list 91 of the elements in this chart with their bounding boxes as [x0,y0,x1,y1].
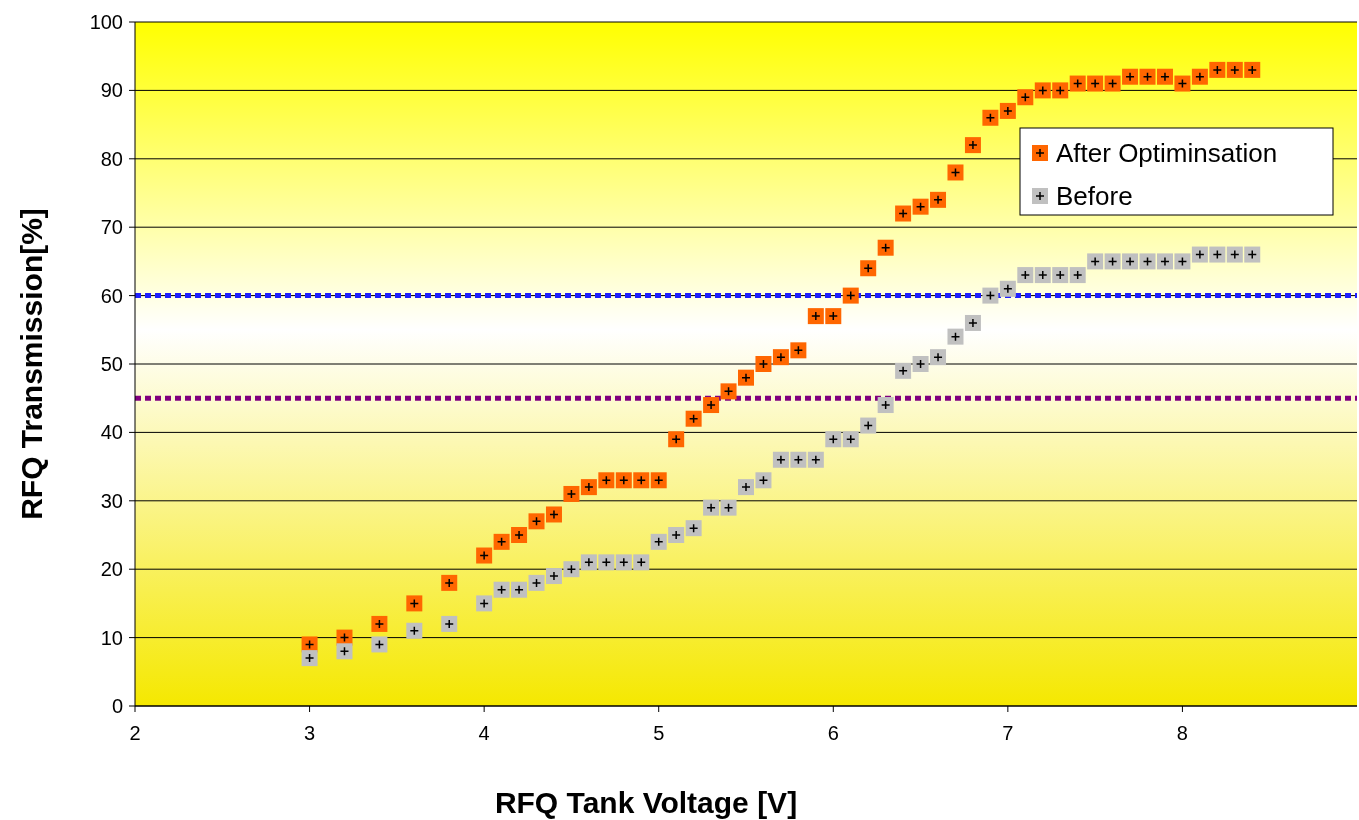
point [615,472,632,489]
point [703,397,720,414]
point [301,650,318,667]
x-tick-label: 6 [827,722,839,744]
point [563,485,580,502]
point [1017,267,1034,284]
point [842,431,859,448]
point [930,349,947,366]
point [580,554,597,571]
point [790,451,807,468]
point [1087,75,1104,92]
x-tick-label: 2 [129,722,141,744]
point [999,102,1016,119]
point [441,615,458,632]
point [563,561,580,578]
point [825,431,842,448]
point [1226,246,1243,263]
point [1209,61,1226,78]
point [930,191,947,208]
point [895,362,912,379]
x-tick-label: 3 [304,722,316,744]
point [371,615,388,632]
point [1034,82,1051,99]
y-tick-label: 20 [100,558,123,581]
point [842,287,859,304]
y-tick-label: 100 [89,11,123,33]
legend-label: After Optiminsation [1056,138,1278,169]
x-tick-label: 5 [653,722,665,744]
legend-label: Before [1056,181,1133,212]
point [545,506,562,523]
y-tick-label: 50 [100,353,123,375]
point [1156,253,1173,270]
point [633,554,650,571]
point [1191,246,1208,263]
point [1244,61,1261,78]
point [895,205,912,222]
y-tick-label: 30 [100,489,123,512]
point [511,527,528,543]
point [1087,253,1104,270]
point [615,554,632,571]
y-tick-label: 60 [100,284,123,307]
point [807,308,824,325]
point [1226,61,1243,78]
point [772,349,789,366]
point [982,109,999,126]
point [545,568,562,585]
point [1069,267,1086,284]
point [964,314,981,331]
point [860,260,877,277]
point [1122,253,1139,270]
y-tick-label: 80 [100,147,123,170]
point [703,499,720,516]
x-tick-label: 7 [1002,722,1014,744]
point [580,479,597,496]
y-tick-label: 40 [100,421,123,444]
point [528,574,545,591]
y-axis-title: RFQ Transmission[%] [15,208,48,520]
point [1052,267,1069,284]
point [476,547,493,564]
point [825,308,842,325]
y-tick-label: 90 [100,79,123,102]
point [964,137,981,154]
point [807,451,824,468]
x-tick-label: 8 [1176,722,1188,744]
point [738,479,754,496]
x-tick-label: 4 [478,722,490,744]
point [633,472,650,489]
point [650,533,667,550]
point [1122,68,1139,85]
y-tick-label: 70 [100,216,123,239]
point [668,527,685,543]
point [1156,68,1173,85]
point [860,417,877,434]
point [668,431,685,448]
point [406,622,423,639]
point [772,451,789,468]
point [685,520,702,537]
point [999,280,1016,297]
point [1052,82,1069,99]
x-axis-title: RFQ Tank Voltage [V] [494,786,798,819]
point [511,581,528,598]
point [476,595,493,612]
y-tick-label: 0 [111,695,123,717]
y-tick-label: 10 [100,626,123,649]
point [493,533,510,550]
point [1017,89,1034,106]
point [1244,246,1261,263]
point [877,397,894,414]
point [1191,68,1208,85]
point [441,574,458,591]
point [1034,267,1051,284]
